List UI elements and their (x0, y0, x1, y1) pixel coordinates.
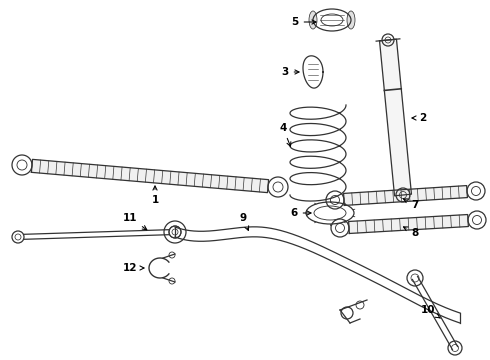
Ellipse shape (347, 11, 355, 29)
Text: 1: 1 (151, 186, 159, 205)
Text: 10: 10 (421, 305, 441, 318)
Text: 7: 7 (403, 199, 418, 210)
Polygon shape (343, 186, 467, 206)
Polygon shape (348, 215, 468, 234)
Ellipse shape (309, 11, 317, 29)
Polygon shape (380, 39, 412, 196)
Text: 4: 4 (279, 123, 291, 147)
Text: 11: 11 (123, 213, 147, 230)
Text: 2: 2 (412, 113, 427, 123)
Text: 6: 6 (291, 208, 311, 218)
Polygon shape (31, 159, 269, 193)
Text: 9: 9 (240, 213, 248, 230)
Text: 8: 8 (403, 227, 418, 238)
Text: 12: 12 (123, 263, 144, 273)
Text: 5: 5 (292, 17, 316, 27)
Text: 3: 3 (281, 67, 299, 77)
